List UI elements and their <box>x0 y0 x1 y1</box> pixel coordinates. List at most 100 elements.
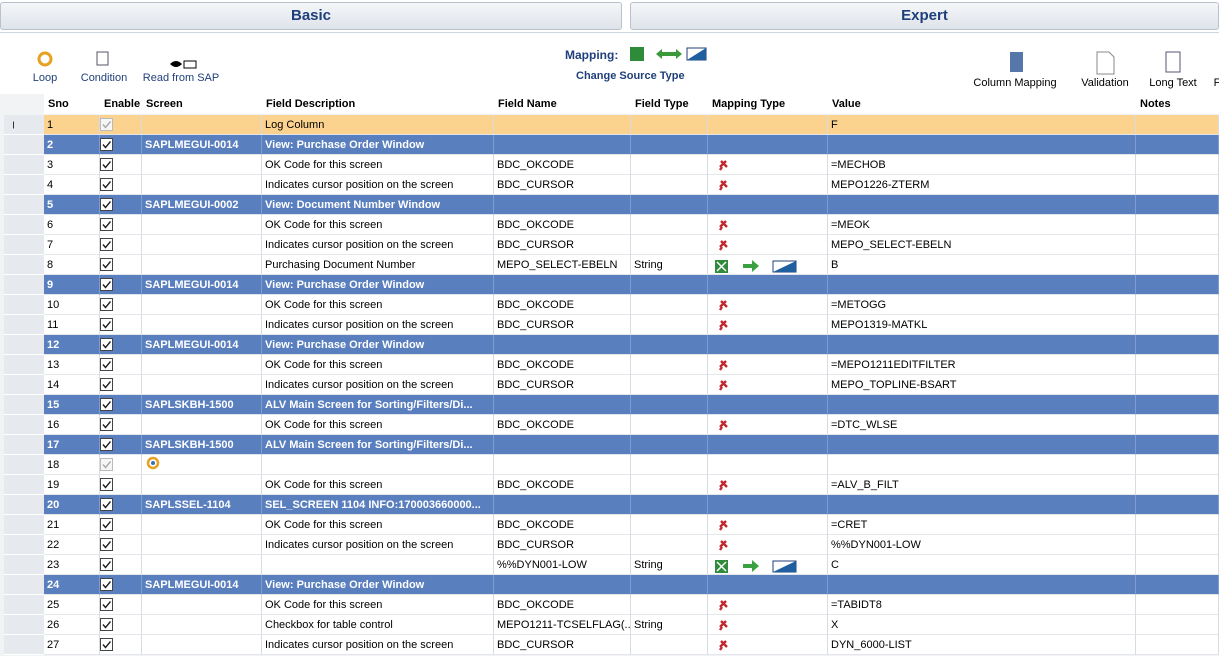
cell: =CRET <box>828 515 1136 535</box>
cell[interactable] <box>100 435 142 455</box>
cell <box>708 195 828 215</box>
cell <box>631 195 708 215</box>
cell: SEL_SCREEN 1104 INFO:170003660000... <box>262 495 494 515</box>
cell <box>708 615 828 635</box>
cell[interactable] <box>100 535 142 555</box>
cell[interactable] <box>100 395 142 415</box>
cell: OK Code for this screen <box>262 415 494 435</box>
cell <box>708 635 828 655</box>
cell[interactable] <box>100 215 142 235</box>
toolbar-button[interactable]: Validation <box>1076 77 1134 89</box>
cell: 23 <box>44 555 100 575</box>
cell[interactable] <box>100 495 142 515</box>
cell: Purchasing Document Number <box>262 255 494 275</box>
cell <box>708 355 828 375</box>
cell <box>1136 155 1219 175</box>
cell <box>1136 535 1219 555</box>
cell <box>142 475 262 495</box>
cell <box>828 495 1136 515</box>
expert-tab[interactable]: Expert <box>630 2 1219 30</box>
cell[interactable] <box>100 135 142 155</box>
row-selector <box>4 335 44 355</box>
cell <box>631 375 708 395</box>
row-selector <box>4 115 44 135</box>
cell: 24 <box>44 575 100 595</box>
excel-icon <box>630 47 644 61</box>
cell[interactable] <box>100 455 142 475</box>
cell: C <box>828 555 1136 575</box>
cell <box>708 175 828 195</box>
read-icon-box <box>184 61 196 68</box>
cell <box>262 455 494 475</box>
cell[interactable] <box>100 295 142 315</box>
cell[interactable] <box>100 195 142 215</box>
row-selector <box>4 395 44 415</box>
cell: BDC_OKCODE <box>494 415 631 435</box>
cell <box>1136 335 1219 355</box>
cell <box>631 635 708 655</box>
cell: BDC_OKCODE <box>494 295 631 315</box>
cell[interactable] <box>100 155 142 175</box>
cell <box>142 355 262 375</box>
toolbar-button[interactable]: Long Text <box>1144 77 1202 89</box>
row-selector <box>4 195 44 215</box>
cell[interactable] <box>100 255 142 275</box>
cell: 18 <box>44 455 100 475</box>
cell: BDC_OKCODE <box>494 215 631 235</box>
cell <box>1136 495 1219 515</box>
cell <box>142 555 262 575</box>
change-source-type[interactable]: Change Source Type <box>576 70 685 82</box>
cell <box>142 255 262 275</box>
toolbar-button[interactable]: Condition <box>75 72 133 84</box>
cell: 5 <box>44 195 100 215</box>
cell[interactable] <box>100 115 142 135</box>
cell: 27 <box>44 635 100 655</box>
cell: 14 <box>44 375 100 395</box>
cell[interactable] <box>100 475 142 495</box>
toolbar-button[interactable]: Column Mapping <box>970 77 1060 89</box>
cell[interactable] <box>100 595 142 615</box>
cell <box>708 555 828 575</box>
cell <box>708 455 828 475</box>
cell[interactable] <box>100 515 142 535</box>
cell <box>708 535 828 555</box>
cell[interactable] <box>100 315 142 335</box>
cell <box>708 315 828 335</box>
cell[interactable] <box>100 375 142 395</box>
cell <box>1136 555 1219 575</box>
cell[interactable] <box>100 415 142 435</box>
column-header: Field Name <box>494 94 631 114</box>
cell[interactable] <box>100 555 142 575</box>
column-header: Field Description <box>262 94 494 114</box>
cell[interactable] <box>100 615 142 635</box>
cell: 15 <box>44 395 100 415</box>
cell: MEPO_SELECT-EBELN <box>828 235 1136 255</box>
long-text-icon <box>1166 52 1180 72</box>
cell <box>631 115 708 135</box>
cell[interactable] <box>100 355 142 375</box>
cell[interactable] <box>100 235 142 255</box>
cell <box>1136 415 1219 435</box>
cell[interactable] <box>100 275 142 295</box>
basic-tab[interactable]: Basic <box>0 2 622 30</box>
cell[interactable] <box>100 335 142 355</box>
column-header: Field Type <box>631 94 708 114</box>
toolbar-button[interactable]: Loop <box>25 72 65 84</box>
cell[interactable] <box>100 175 142 195</box>
cell <box>494 435 631 455</box>
cell: OK Code for this screen <box>262 595 494 615</box>
cell <box>828 275 1136 295</box>
cell: Indicates cursor position on the screen <box>262 375 494 395</box>
cell: BDC_CURSOR <box>494 535 631 555</box>
toolbar-button[interactable]: Read from SAP <box>140 72 222 84</box>
row-selector <box>4 175 44 195</box>
cell <box>828 335 1136 355</box>
cell[interactable] <box>100 575 142 595</box>
cell <box>631 595 708 615</box>
cell: SAPLMEGUI-0014 <box>142 575 262 595</box>
cell <box>708 275 828 295</box>
row-selector <box>4 415 44 435</box>
cell <box>494 575 631 595</box>
toolbar-button[interactable]: F <box>1212 77 1219 89</box>
cell[interactable] <box>100 635 142 655</box>
